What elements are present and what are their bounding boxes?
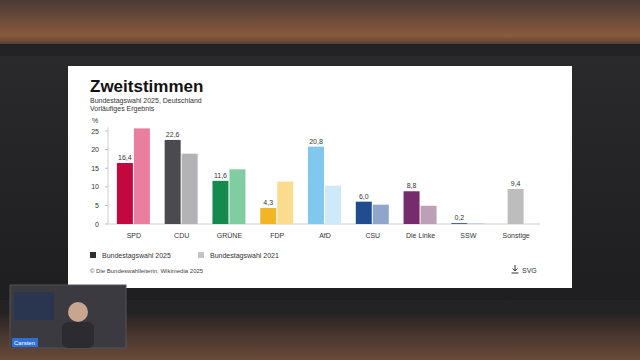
bar	[277, 182, 293, 224]
bar	[373, 205, 389, 224]
x-tick-label: SPD	[127, 232, 141, 239]
y-axis-line	[108, 127, 109, 224]
data-label: 20,8	[309, 138, 323, 145]
legend-label: Bundestagswahl 2021	[210, 252, 279, 260]
data-label: 11,6	[214, 172, 227, 179]
bar	[308, 147, 324, 224]
y-tick-label: 25	[91, 128, 99, 135]
bar	[451, 223, 467, 224]
webcam	[10, 285, 126, 348]
data-label: 6,0	[359, 193, 369, 200]
y-tick	[105, 205, 108, 206]
legend-swatch	[90, 252, 96, 258]
y-tick	[105, 168, 108, 169]
x-tick-label: CSU	[365, 232, 380, 239]
y-tick	[105, 149, 108, 150]
window-bar	[0, 44, 640, 56]
bar	[182, 154, 198, 224]
x-tick-label: CDU	[174, 232, 189, 239]
bars	[117, 128, 524, 224]
y-tick-label: 0	[95, 221, 99, 228]
download-link[interactable]: SVG	[522, 267, 537, 274]
y-axis-label: %	[92, 117, 98, 124]
legend-label: Bundestagswahl 2025	[102, 252, 171, 260]
name-tag	[12, 338, 38, 347]
x-tick-label: SSW	[460, 232, 476, 239]
webcam-monitor	[14, 292, 54, 320]
chart-card	[68, 66, 572, 288]
bar	[468, 223, 484, 224]
y-tick-label: 5	[95, 202, 99, 209]
bar	[165, 140, 181, 224]
bar	[421, 206, 437, 224]
source: © Die Bundeswahlleiterin, Wikimedia 2025	[90, 268, 204, 274]
y-tick	[105, 224, 108, 225]
data-label: 9,4	[511, 180, 521, 187]
subtitle: Vorläufiges Ergebnis	[90, 105, 155, 113]
x-tick-label: Sonstige	[502, 232, 529, 240]
name-tag-text: Carsten	[14, 340, 35, 346]
bar	[134, 128, 150, 224]
data-label: 4,3	[263, 199, 273, 206]
y-tick-label: 20	[91, 146, 99, 153]
webcam-person-body	[62, 322, 94, 348]
legend-swatch	[198, 252, 204, 258]
bar	[508, 189, 524, 224]
data-label: 16,4	[118, 154, 132, 161]
background	[0, 0, 640, 360]
data-label: 22,6	[166, 131, 180, 138]
screen: ZweitstimmenBundestagswahl 2025, Deutsch…	[0, 0, 640, 360]
x-tick-label: Die Linke	[406, 232, 435, 239]
title: Zweitstimmen	[90, 77, 203, 96]
page: ZweitstimmenBundestagswahl 2025, Deutsch…	[0, 0, 640, 360]
bar	[260, 208, 276, 224]
x-tick-label: GRÜNE	[217, 232, 243, 239]
bar	[212, 181, 228, 224]
bar	[325, 186, 341, 224]
data-label: 0,2	[454, 214, 464, 221]
x-tick-label: FDP	[270, 232, 284, 239]
y-tick	[105, 186, 108, 187]
bar	[117, 163, 133, 224]
webcam-person-head	[68, 302, 88, 322]
y-tick	[105, 131, 108, 132]
subtitle: Bundestagswahl 2025, Deutschland	[90, 97, 202, 105]
y-tick-label: 15	[91, 165, 99, 172]
bar	[229, 169, 245, 224]
bar	[356, 202, 372, 224]
y-tick-label: 10	[91, 183, 99, 190]
download-icon	[512, 265, 519, 273]
x-tick-label: AfD	[319, 232, 331, 239]
bar	[404, 191, 420, 224]
data-label: 8,8	[407, 182, 417, 189]
